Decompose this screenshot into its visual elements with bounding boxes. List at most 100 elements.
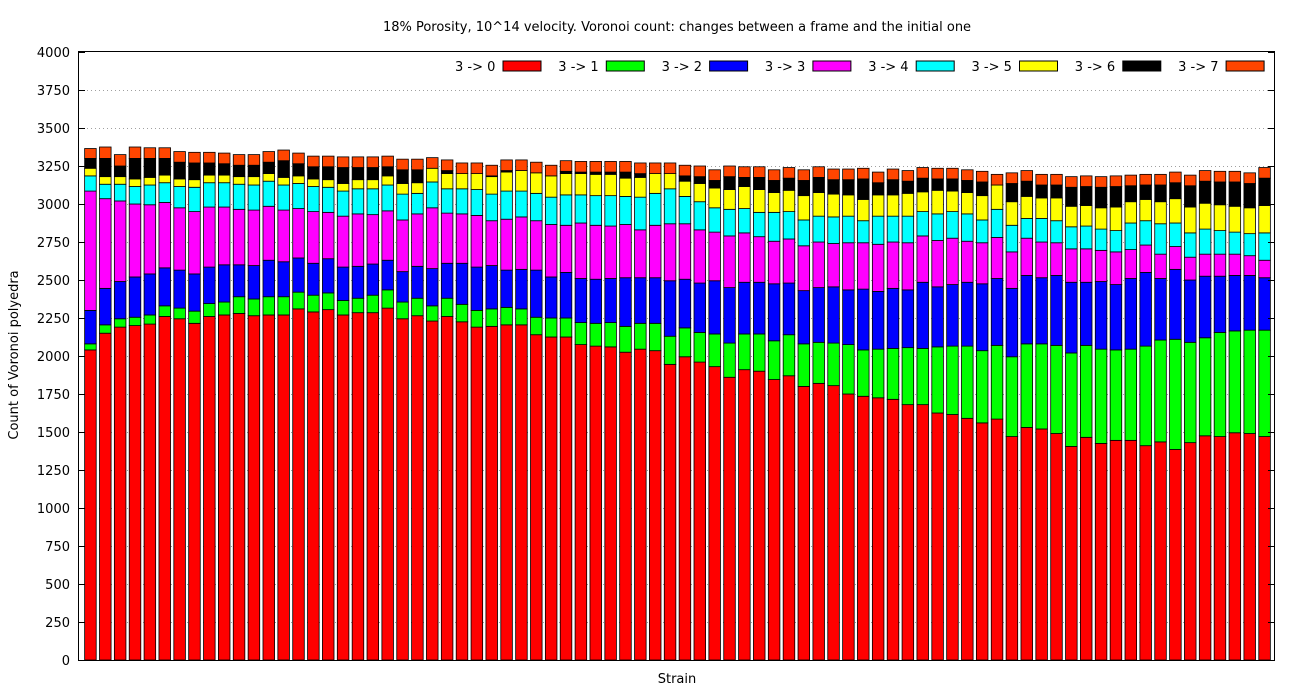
- bar-segment: [886, 347, 900, 400]
- bar-segment: [322, 155, 335, 168]
- bar-segment: [351, 297, 365, 314]
- bar-segment: [1139, 244, 1152, 273]
- bar-segment: [961, 169, 974, 181]
- bar-segment: [366, 167, 380, 181]
- bar-segment: [1094, 281, 1108, 350]
- bar-segment: [901, 242, 915, 291]
- bar-segment: [1228, 330, 1242, 434]
- bar-segment: [1094, 228, 1108, 251]
- bar-segment: [619, 171, 632, 179]
- bar-segment: [886, 287, 900, 349]
- bar-segment: [515, 159, 528, 171]
- bar-segment: [901, 404, 915, 661]
- bar-segment: [1258, 232, 1271, 261]
- bar-segment: [366, 294, 380, 314]
- bar-segment: [470, 162, 484, 175]
- bar-segment: [753, 281, 766, 335]
- bar-segment: [262, 161, 275, 174]
- bar-segment: [1154, 278, 1167, 341]
- bar-segment: [961, 345, 974, 419]
- bar-segment: [217, 264, 231, 303]
- bar-segment: [782, 167, 796, 179]
- bar-segment: [1228, 181, 1242, 207]
- bar-segment: [1228, 253, 1242, 276]
- bar-segment: [485, 164, 498, 177]
- bar-segment: [158, 202, 171, 269]
- bar-segment: [1080, 175, 1093, 187]
- bar-segment: [113, 200, 127, 282]
- y-tick-label: 0: [62, 654, 70, 669]
- bar-segment: [1094, 186, 1108, 209]
- bar-segment: [871, 182, 885, 196]
- bar-segment: [916, 167, 929, 179]
- bar-segment: [1154, 201, 1167, 225]
- bar-segment: [307, 311, 320, 661]
- bar-segment: [1094, 249, 1108, 282]
- bar-segment: [871, 194, 885, 217]
- bar-segment: [84, 148, 97, 159]
- bar-segment: [1258, 167, 1271, 179]
- bar-segment: [797, 219, 811, 247]
- bar-segment: [1184, 206, 1197, 234]
- bar-segment: [440, 316, 454, 661]
- bar-segment: [931, 346, 944, 414]
- bar-segment: [871, 243, 885, 292]
- bar-segment: [901, 180, 915, 194]
- bar-segment: [990, 278, 1004, 346]
- bar-segment: [931, 189, 944, 215]
- bar-segment: [634, 348, 647, 661]
- bar-segment: [113, 154, 127, 167]
- legend-label: 3 -> 3: [765, 60, 805, 75]
- bar-segment: [782, 211, 796, 240]
- bar-segment: [975, 283, 989, 352]
- bar-segment: [262, 296, 275, 316]
- bar-segment: [812, 241, 825, 288]
- bar-segment: [738, 232, 751, 283]
- bar-segment: [277, 261, 290, 298]
- bar-segment: [381, 259, 394, 291]
- bar-segment: [440, 170, 454, 174]
- bar-segment: [634, 173, 647, 178]
- bar-segment: [188, 151, 201, 164]
- bar-segment: [842, 194, 855, 217]
- bar-segment: [277, 209, 290, 263]
- bar-segment: [322, 292, 335, 311]
- bar-segment: [574, 173, 588, 196]
- bar-segment: [871, 215, 885, 245]
- bar-segment: [277, 176, 290, 186]
- bar-segment: [559, 173, 573, 196]
- bar-segment: [366, 214, 380, 265]
- y-tick-label: 750: [45, 540, 70, 555]
- bar-segment: [723, 189, 736, 210]
- y-tick-label: 3000: [37, 198, 70, 213]
- bar-segment: [351, 312, 365, 661]
- bar-segment: [1213, 204, 1227, 231]
- bar-segment: [426, 207, 439, 270]
- bar-segment: [500, 324, 513, 661]
- legend-label: 3 -> 4: [868, 60, 908, 75]
- bar-segment: [1035, 277, 1048, 345]
- bar-segment: [886, 168, 900, 181]
- bar-segment: [277, 296, 290, 316]
- bar-segment: [723, 208, 736, 237]
- bar-segment: [1094, 207, 1108, 230]
- bar-segment: [84, 309, 97, 345]
- bar-segment: [1154, 339, 1167, 443]
- bar-segment: [574, 278, 588, 323]
- bar-segment: [1184, 232, 1197, 258]
- bar-segment: [262, 180, 275, 207]
- bar-segment: [589, 278, 602, 324]
- bar-segment: [544, 336, 558, 661]
- bar-segment: [619, 161, 632, 173]
- bar-segment: [277, 149, 290, 162]
- bar-segment: [1094, 176, 1108, 188]
- bar-segment: [871, 171, 885, 184]
- bar-segment: [203, 162, 216, 176]
- bar-segment: [738, 281, 751, 335]
- bar-segment: [1065, 205, 1078, 228]
- bar-segment: [381, 155, 394, 168]
- bar-segment: [1050, 220, 1063, 244]
- bar-segment: [440, 159, 454, 171]
- bar-segment: [1213, 170, 1227, 183]
- bar-segment: [1035, 241, 1048, 279]
